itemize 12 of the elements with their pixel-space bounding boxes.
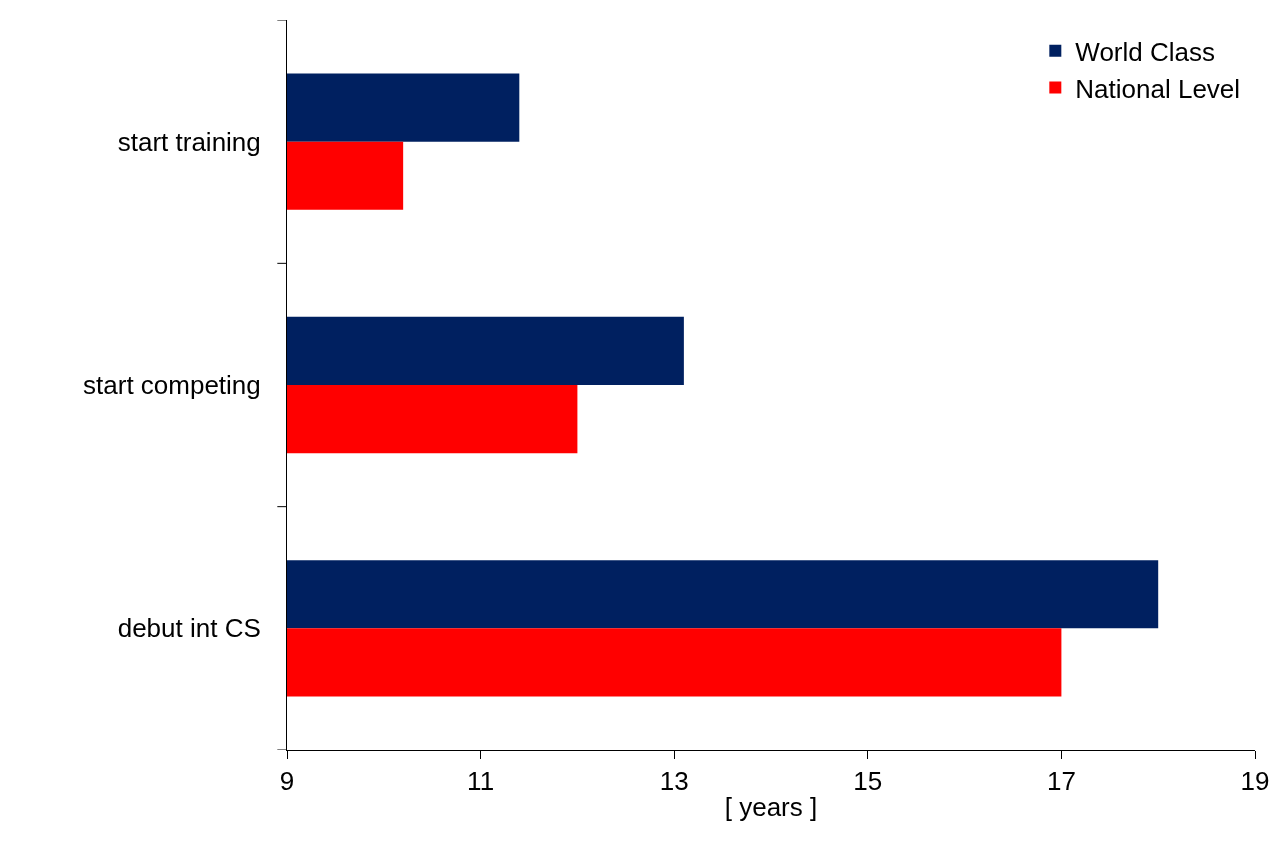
x-tick-label: 11 xyxy=(467,766,495,797)
y-tick-label: debut int CS xyxy=(117,613,261,644)
y-tick-label: start competing xyxy=(83,370,261,401)
y-tick-label: start training xyxy=(117,126,261,157)
x-axis-title: [ years ] xyxy=(724,791,818,822)
legend-label: World Class xyxy=(1075,36,1215,67)
x-tick-label: 9 xyxy=(279,766,295,797)
x-tick-label: 13 xyxy=(659,766,689,797)
x-tick-label: 15 xyxy=(853,766,883,797)
x-tick-label: 19 xyxy=(1240,766,1270,797)
x-tick-label: 17 xyxy=(1046,766,1076,797)
legend-label: National Level xyxy=(1075,73,1241,104)
